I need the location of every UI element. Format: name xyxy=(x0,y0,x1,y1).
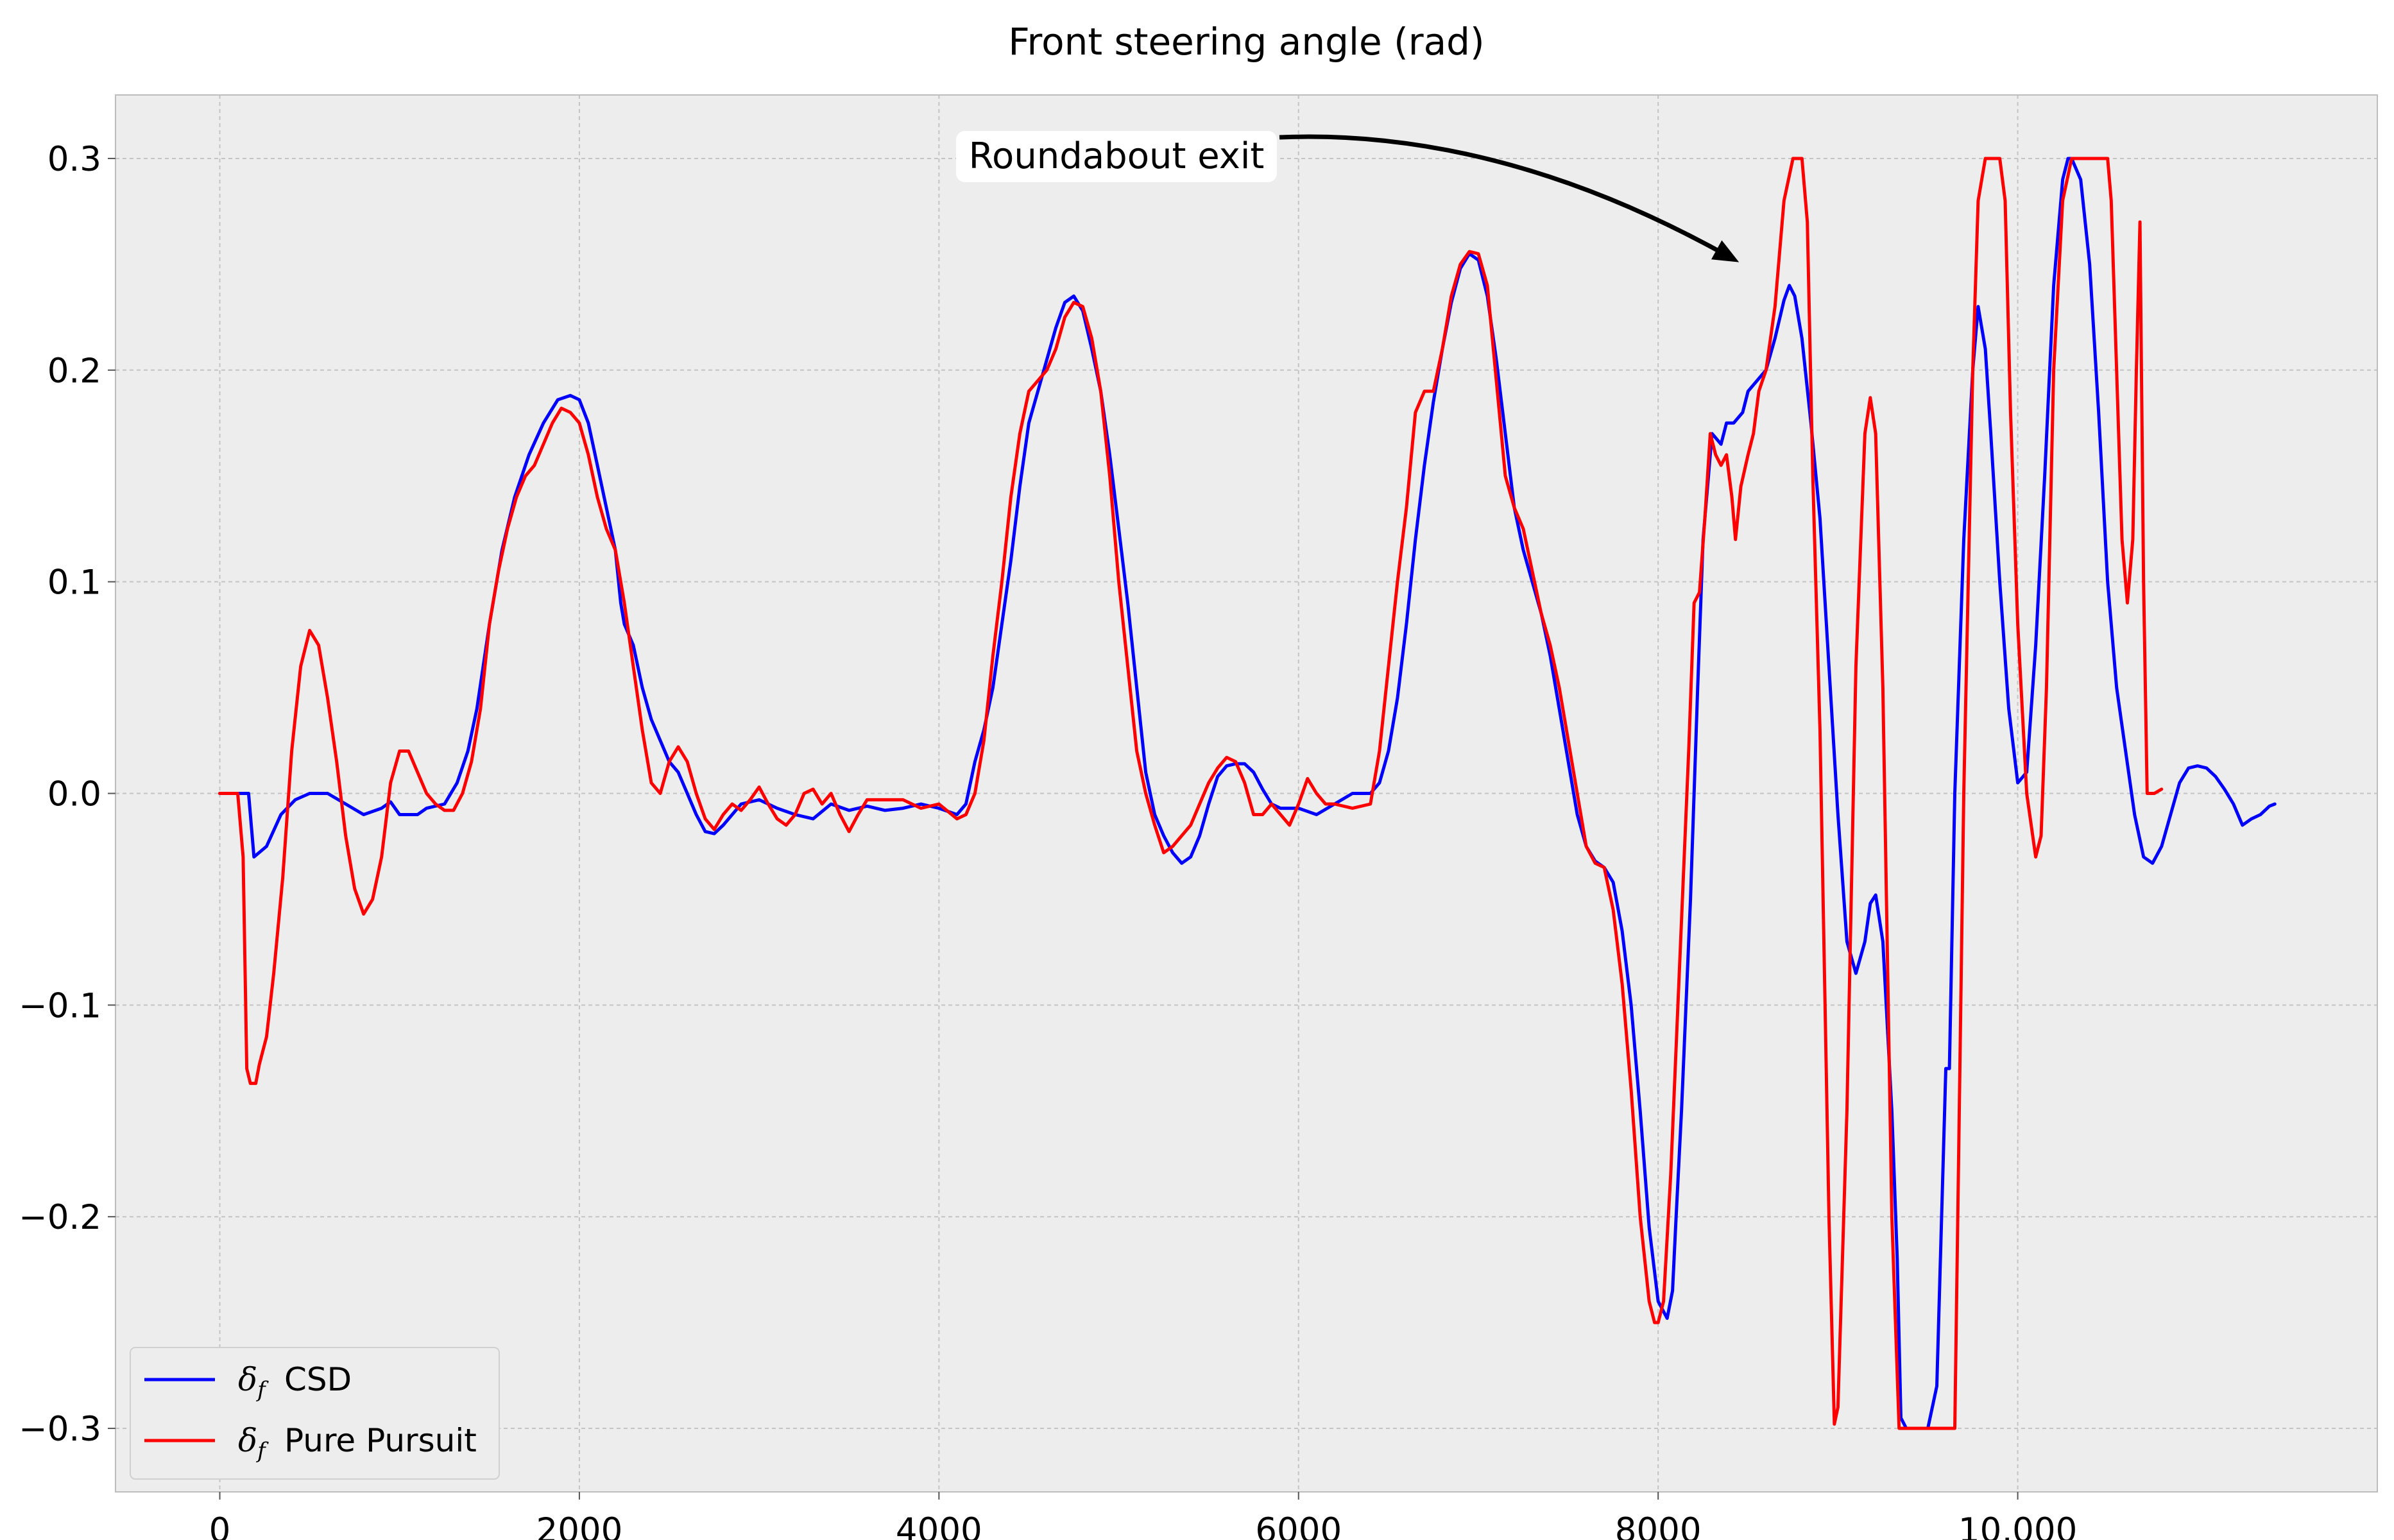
x-tick-label: 4000 xyxy=(896,1511,982,1540)
annotation-text: Roundabout exit xyxy=(969,135,1265,177)
x-tick-label: 0 xyxy=(209,1511,231,1540)
annotation-arrow xyxy=(1279,134,1722,254)
y-tick-label: 0.3 xyxy=(47,140,101,179)
annotation-box xyxy=(956,131,1277,182)
chart-title: Front steering angle (rad) xyxy=(1008,20,1484,64)
y-tick-label: 0.1 xyxy=(47,563,101,603)
y-tick-label: −0.2 xyxy=(19,1198,101,1237)
y-tick-label: 0.0 xyxy=(47,775,101,814)
series-line-pure-pursuit xyxy=(218,157,2164,1430)
y-tick-label: 0.2 xyxy=(47,352,101,391)
legend-box xyxy=(130,1347,500,1480)
legend-label-csd: CSD xyxy=(284,1361,352,1398)
annotation-arrowhead xyxy=(1711,240,1740,262)
y-tick-label: −0.1 xyxy=(19,986,101,1025)
x-tick-label: 8000 xyxy=(1615,1511,1702,1540)
legend-label-pure-pursuit: Pure Pursuit xyxy=(284,1422,477,1459)
y-tick-label: −0.3 xyxy=(19,1410,101,1449)
gridlines xyxy=(115,95,2377,1492)
x-tick-label: 6000 xyxy=(1255,1511,1342,1540)
x-tick-label: 2000 xyxy=(536,1511,622,1540)
series-line-csd xyxy=(218,157,2277,1430)
x-tick-label: 10,000 xyxy=(1958,1511,2077,1540)
